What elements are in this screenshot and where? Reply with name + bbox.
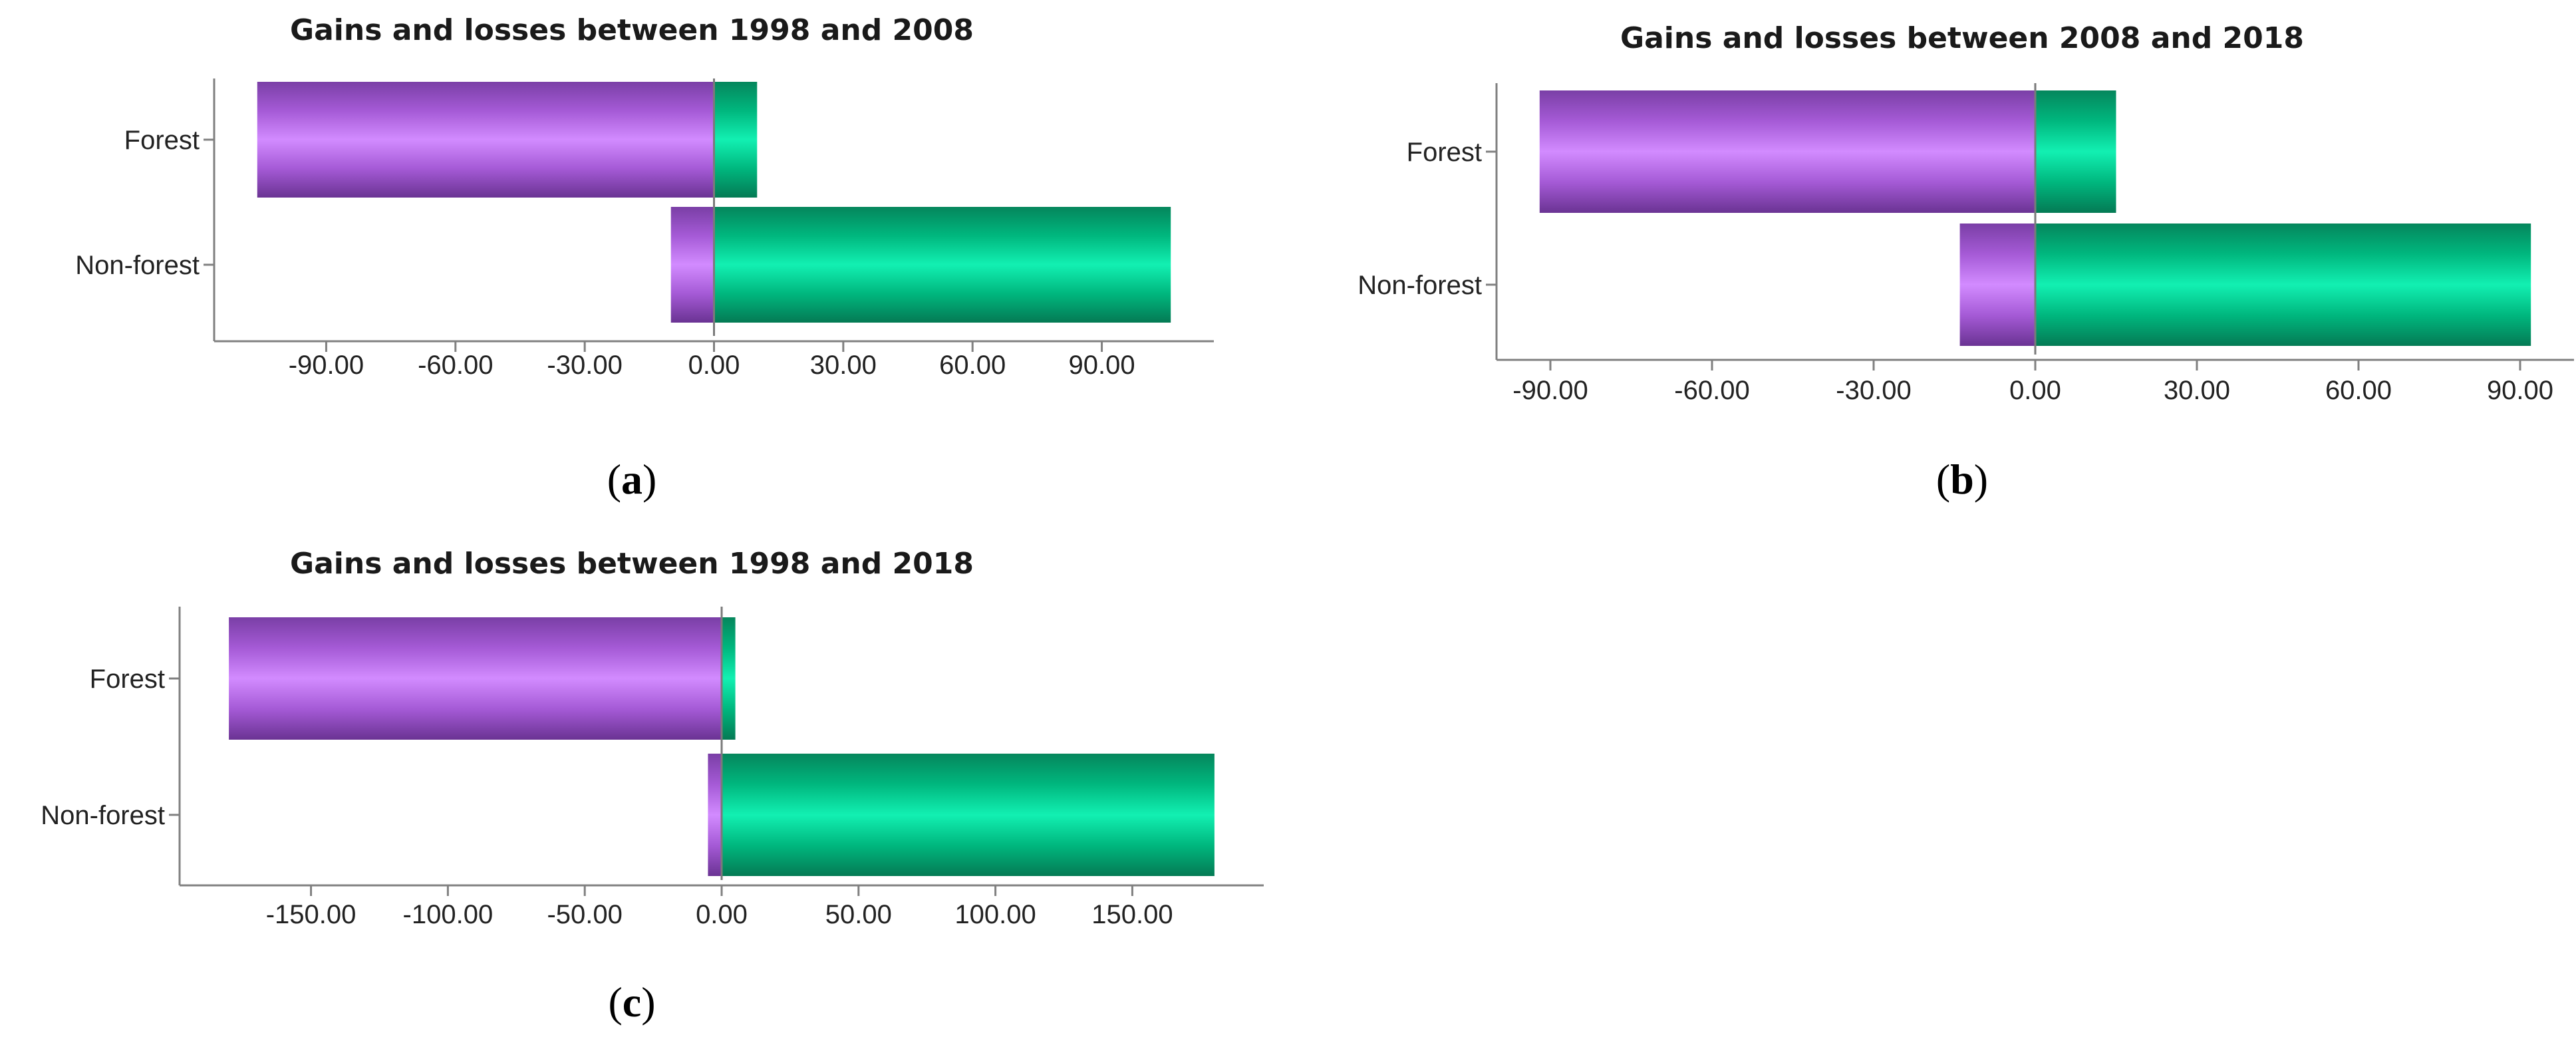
x-tick-label-3-a: 0.00 bbox=[688, 351, 740, 380]
bar-gain-non-forest-b bbox=[2035, 224, 2531, 346]
bar-gain-non-forest-a bbox=[714, 207, 1171, 323]
x-tick-label-6-a: 90.00 bbox=[1069, 351, 1135, 380]
bar-loss-non-forest-b bbox=[1959, 224, 2035, 346]
chart-panel-a: Gains and losses between 1998 and 2008 Fo… bbox=[75, 13, 1214, 503]
bar-gain-forest-a bbox=[714, 82, 758, 198]
panel-label-b: (b) bbox=[1936, 456, 1988, 503]
x-tick-label-3-b: 0.00 bbox=[2009, 376, 2061, 405]
x-tick-label-6-c: 150.00 bbox=[1091, 900, 1173, 929]
chart-title-b: Gains and losses between 2008 and 2018 bbox=[1620, 21, 2304, 55]
panel-label-a: (a) bbox=[607, 456, 657, 503]
x-tick-label-4-b: 30.00 bbox=[2164, 376, 2230, 405]
x-tick-label-5-a: 60.00 bbox=[939, 351, 1006, 380]
x-tick-label-2-a: -30.00 bbox=[547, 351, 622, 380]
x-tick-label-5-c: 100.00 bbox=[954, 900, 1036, 929]
category-label-0-b: Forest bbox=[1407, 138, 1482, 167]
panel-letter-b: b bbox=[1950, 456, 1974, 503]
chart-title-c: Gains and losses between 1998 and 2018 bbox=[290, 547, 974, 581]
panel-letter-a: a bbox=[621, 456, 643, 503]
panel-letter-c: c bbox=[623, 978, 641, 1026]
bar-gain-forest-c bbox=[722, 617, 736, 740]
bar-loss-forest-c bbox=[229, 617, 722, 740]
bar-gain-forest-b bbox=[2035, 90, 2116, 213]
bar-loss-non-forest-a bbox=[670, 207, 714, 323]
x-tick-label-3-c: 0.00 bbox=[696, 900, 748, 929]
category-label-0-a: Forest bbox=[124, 126, 200, 155]
x-tick-label-0-c: -150.00 bbox=[266, 900, 357, 929]
category-label-1-b: Non-forest bbox=[1358, 271, 1482, 300]
x-tick-label-6-b: 90.00 bbox=[2487, 376, 2553, 405]
panel-label-c: (c) bbox=[608, 978, 655, 1026]
bar-loss-non-forest-c bbox=[708, 754, 722, 876]
x-tick-label-4-c: 50.00 bbox=[825, 900, 892, 929]
x-tick-label-2-c: -50.00 bbox=[547, 900, 622, 929]
x-tick-label-1-b: -60.00 bbox=[1674, 376, 1749, 405]
x-tick-label-0-b: -90.00 bbox=[1512, 376, 1588, 405]
bar-gain-non-forest-c bbox=[722, 754, 1215, 876]
x-tick-label-0-a: -90.00 bbox=[289, 351, 364, 380]
x-tick-label-1-a: -60.00 bbox=[418, 351, 493, 380]
x-tick-label-1-c: -100.00 bbox=[403, 900, 494, 929]
bar-loss-forest-a bbox=[257, 82, 714, 198]
x-tick-label-4-a: 30.00 bbox=[810, 351, 877, 380]
x-tick-label-2-b: -30.00 bbox=[1836, 376, 1911, 405]
chart-title-a: Gains and losses between 1998 and 2008 bbox=[290, 13, 974, 47]
bar-loss-forest-b bbox=[1539, 90, 2035, 213]
x-tick-label-5-b: 60.00 bbox=[2325, 376, 2392, 405]
chart-panel-c: Gains and losses between 1998 and 2018 Fo… bbox=[41, 547, 1264, 1026]
chart-panel-b: Gains and losses between 2008 and 2018 Fo… bbox=[1358, 21, 2574, 503]
category-label-0-c: Forest bbox=[90, 665, 165, 694]
category-label-1-c: Non-forest bbox=[41, 801, 165, 830]
category-label-1-a: Non-forest bbox=[75, 251, 200, 280]
